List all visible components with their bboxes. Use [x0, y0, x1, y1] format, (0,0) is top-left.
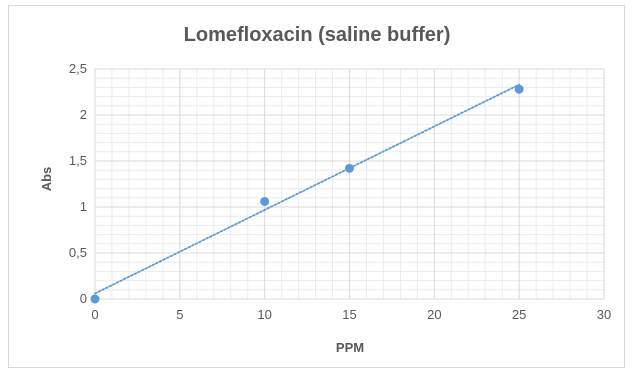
chart-frame: Lomefloxacin (saline buffer) 0 5 10 15 20 25 3…	[8, 5, 625, 368]
chart-title: Lomefloxacin (saline buffer)	[184, 24, 451, 46]
x-tick-label: 30	[597, 307, 611, 322]
x-tick-label: 15	[342, 307, 356, 322]
data-points	[90, 84, 524, 304]
scatter-chart: Lomefloxacin (saline buffer) 0 5 10 15 20 25 3…	[39, 24, 611, 355]
data-point	[90, 294, 100, 304]
x-axis-tick-labels: 0 5 10 15 20 25 30	[91, 307, 611, 322]
y-tick-label: 1,5	[69, 153, 87, 168]
trendline	[94, 83, 521, 295]
y-tick-label: 0,5	[69, 245, 87, 260]
y-tick-label: 2	[80, 107, 87, 122]
y-axis-tick-labels: 0 0,5 1 1,5 2 2,5	[69, 61, 87, 306]
y-tick-label: 1	[80, 199, 87, 214]
y-tick-label: 2,5	[69, 61, 87, 76]
x-tick-label: 0	[91, 307, 98, 322]
y-axis-title: Abs	[39, 167, 54, 192]
data-point	[345, 163, 354, 173]
x-tick-label: 5	[176, 307, 183, 322]
y-tick-label: 0	[80, 291, 87, 306]
x-tick-label: 25	[512, 307, 526, 322]
data-point	[260, 196, 270, 206]
x-axis-title: PPM	[336, 340, 364, 355]
data-point	[514, 84, 524, 94]
major-gridlines	[94, 68, 605, 300]
trendline-layer	[94, 83, 521, 295]
x-tick-label: 10	[257, 307, 271, 322]
x-tick-label: 20	[427, 307, 441, 322]
